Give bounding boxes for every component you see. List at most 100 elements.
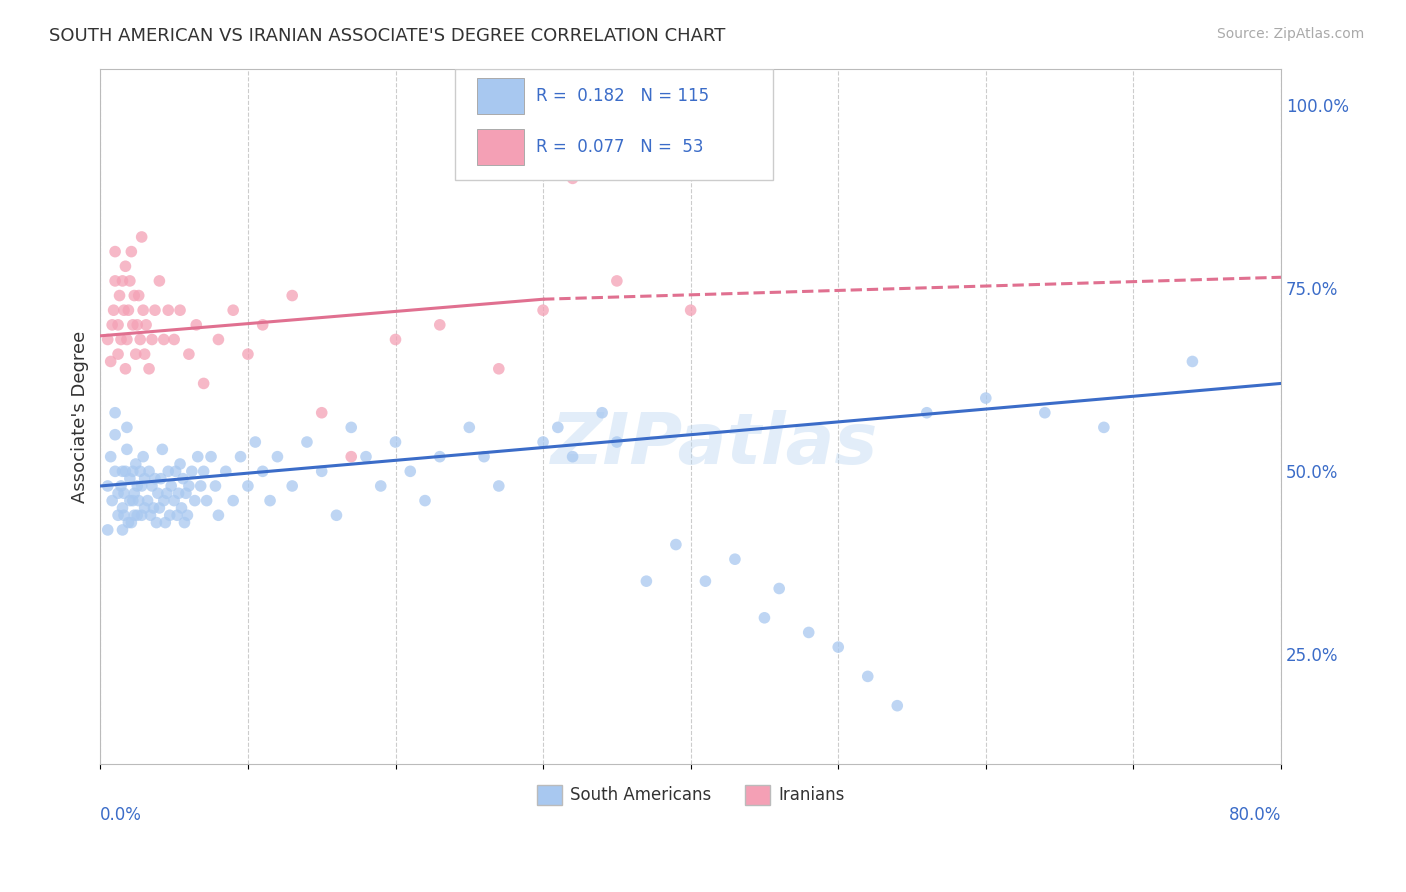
Point <box>118 493 141 508</box>
Point <box>200 450 222 464</box>
FancyBboxPatch shape <box>477 78 524 114</box>
Point <box>111 274 134 288</box>
Point <box>104 244 127 259</box>
Point <box>101 493 124 508</box>
Point <box>384 333 406 347</box>
Point <box>131 230 153 244</box>
Point <box>159 508 181 523</box>
Point <box>112 486 135 500</box>
Point <box>111 500 134 515</box>
Point <box>370 479 392 493</box>
Point <box>531 303 554 318</box>
Point <box>384 435 406 450</box>
Text: R =  0.077   N =  53: R = 0.077 N = 53 <box>536 138 703 156</box>
Point <box>856 669 879 683</box>
Point <box>134 472 156 486</box>
Point <box>170 500 193 515</box>
Point <box>157 464 180 478</box>
Text: 0.0%: 0.0% <box>100 806 142 824</box>
Point <box>117 516 139 530</box>
Point <box>325 508 347 523</box>
Point <box>974 391 997 405</box>
Point <box>131 508 153 523</box>
Point <box>488 479 510 493</box>
Point <box>1033 406 1056 420</box>
Text: SOUTH AMERICAN VS IRANIAN ASSOCIATE'S DEGREE CORRELATION CHART: SOUTH AMERICAN VS IRANIAN ASSOCIATE'S DE… <box>49 27 725 45</box>
Point <box>177 479 200 493</box>
Point <box>172 472 194 486</box>
Point <box>340 450 363 464</box>
Point <box>103 303 125 318</box>
Point <box>797 625 820 640</box>
Point <box>104 427 127 442</box>
Point <box>547 420 569 434</box>
Point <box>413 493 436 508</box>
Point <box>143 472 166 486</box>
Point <box>114 361 136 376</box>
Point <box>207 333 229 347</box>
Point <box>259 493 281 508</box>
Point <box>472 450 495 464</box>
Point <box>124 508 146 523</box>
Point <box>177 347 200 361</box>
Point <box>591 406 613 420</box>
Point <box>124 288 146 302</box>
Text: ZIPatlas: ZIPatlas <box>551 409 877 479</box>
Point <box>128 493 150 508</box>
Point <box>169 303 191 318</box>
Point <box>135 318 157 332</box>
Point <box>176 508 198 523</box>
Point <box>143 303 166 318</box>
Point <box>165 464 187 478</box>
Point <box>155 516 177 530</box>
Point <box>107 347 129 361</box>
Point <box>160 479 183 493</box>
Point <box>118 472 141 486</box>
Point <box>107 318 129 332</box>
Point <box>561 450 583 464</box>
Text: Source: ZipAtlas.com: Source: ZipAtlas.com <box>1216 27 1364 41</box>
Point <box>129 333 152 347</box>
Point <box>195 493 218 508</box>
Point <box>97 479 120 493</box>
Point <box>127 508 149 523</box>
Point <box>115 420 138 434</box>
Point <box>886 698 908 713</box>
Point <box>107 486 129 500</box>
Point <box>128 288 150 302</box>
Point <box>100 354 122 368</box>
Point <box>118 274 141 288</box>
Text: 80.0%: 80.0% <box>1229 806 1281 824</box>
Point <box>141 479 163 493</box>
Point <box>110 333 132 347</box>
Point <box>222 303 245 318</box>
Point <box>340 420 363 434</box>
Point <box>156 486 179 500</box>
Point <box>129 464 152 478</box>
Point <box>193 464 215 478</box>
Point <box>107 508 129 523</box>
Point <box>184 493 207 508</box>
Point <box>114 464 136 478</box>
Point <box>153 493 176 508</box>
Point <box>131 479 153 493</box>
Point <box>104 464 127 478</box>
Point <box>754 611 776 625</box>
Point <box>112 508 135 523</box>
Point <box>111 523 134 537</box>
Point <box>125 457 148 471</box>
Point <box>458 420 481 434</box>
Point <box>915 406 938 420</box>
Point <box>204 479 226 493</box>
Point <box>180 464 202 478</box>
Point <box>679 303 702 318</box>
Point <box>150 442 173 457</box>
Point <box>174 486 197 500</box>
Point <box>215 464 238 478</box>
Point <box>163 493 186 508</box>
Point <box>121 464 143 478</box>
Point <box>311 464 333 478</box>
Point <box>173 516 195 530</box>
Point <box>166 508 188 523</box>
Point <box>120 244 142 259</box>
